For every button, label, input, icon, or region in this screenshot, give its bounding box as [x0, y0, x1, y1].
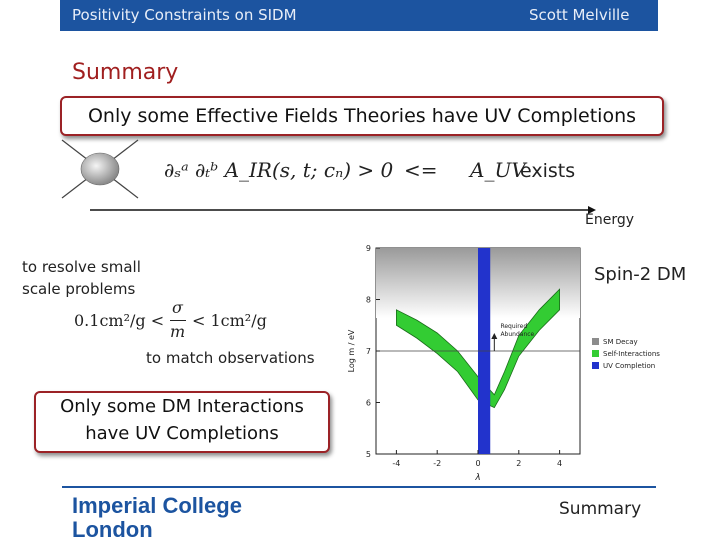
sigma-symbol: σ [172, 298, 183, 317]
x-axis-label: λ [474, 473, 480, 481]
dm-box-line1: Only some DM Interactions [60, 396, 304, 417]
implies-arrow: <= [404, 158, 438, 182]
header-bar: Positivity Constraints on SIDM Scott Mel… [60, 0, 658, 31]
resolve-text-line1: to resolve small [22, 258, 141, 276]
logo-line2: London [72, 517, 153, 542]
legend-swatch [592, 362, 599, 369]
x-tick-label: 0 [475, 459, 480, 468]
legend-entry: UV Completion [603, 362, 655, 370]
x-tick-label: 4 [557, 459, 562, 468]
y-tick-label: 6 [366, 399, 371, 408]
y-tick-label: 5 [366, 450, 371, 459]
x-tick-label: -4 [392, 459, 400, 468]
legend-entry: Self-Interactions [603, 350, 660, 358]
author-name: Scott Melville [529, 6, 630, 24]
y-tick-label: 7 [366, 347, 371, 356]
y-tick-label: 8 [366, 296, 371, 305]
logo-line1: Imperial College [72, 493, 242, 518]
footer-rule [62, 486, 656, 488]
match-observations-text: to match observations [146, 349, 315, 367]
scattering-diagram-icon [61, 139, 139, 199]
energy-label: Energy [585, 212, 635, 228]
y-axis-label: Log m / eV [347, 329, 356, 372]
legend-swatch [592, 338, 599, 345]
cross-section-upper: < 1cm²/g [192, 311, 267, 330]
legend-swatch [592, 350, 599, 357]
footer-section-label: Summary [559, 499, 642, 519]
energy-axis-arrow [90, 206, 596, 214]
mass-symbol: m [170, 322, 186, 341]
imperial-college-logo: Imperial College London [72, 494, 242, 542]
spin2-label: Spin-2 DM [594, 264, 687, 285]
x-tick-label: -2 [433, 459, 441, 468]
positivity-formula: ∂ₛᵃ ∂ₜᵇ A_IR(s, t; cₙ) > 0 [164, 158, 394, 182]
x-tick-label: 2 [516, 459, 521, 468]
eft-statement-box: Only some Effective Fields Theories have… [60, 96, 664, 136]
legend-entry: SM Decay [603, 338, 638, 346]
abundance-arrow-head [491, 333, 498, 339]
dm-box-line2: have UV Completions [85, 423, 279, 444]
presentation-title: Positivity Constraints on SIDM [72, 6, 297, 24]
exists-text: exists [520, 160, 576, 182]
slide-title: Summary [72, 60, 179, 85]
dm-statement-box: Only some DM Interactions have UV Comple… [34, 391, 330, 453]
fraction-bar [170, 320, 186, 321]
y-tick-label: 9 [366, 244, 371, 253]
resolve-text-line2: scale problems [22, 280, 136, 298]
cross-section-lower: 0.1cm²/g < [74, 311, 165, 330]
required-abundance-label: Abundance [500, 331, 534, 338]
uv-amplitude-formula: A_UV [470, 158, 526, 182]
required-abundance-label: Required [500, 323, 527, 330]
